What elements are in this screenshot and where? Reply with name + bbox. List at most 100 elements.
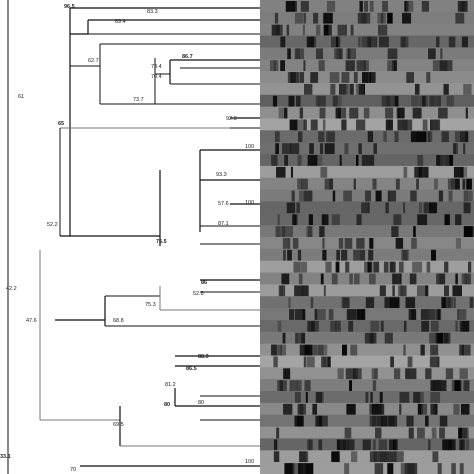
gel-band — [417, 214, 428, 226]
gel-lane — [260, 343, 474, 356]
gel-band — [379, 451, 388, 463]
gel-band — [416, 131, 427, 143]
gel-band — [287, 249, 292, 261]
gel-band — [313, 12, 319, 24]
gel-band — [408, 427, 414, 439]
gel-band — [278, 285, 284, 297]
gel-band — [296, 119, 306, 131]
gel-band — [387, 190, 397, 202]
gel-band — [297, 178, 303, 190]
gel-band — [405, 368, 411, 380]
gel-band — [425, 415, 429, 427]
gel-band — [290, 72, 296, 83]
gel-band — [353, 72, 358, 83]
gel-band — [325, 24, 332, 36]
gel-band — [393, 214, 402, 226]
gel-band — [336, 249, 340, 261]
gel-band — [406, 415, 414, 427]
gel-band — [430, 380, 433, 392]
gel-band — [301, 178, 308, 190]
gel-band — [369, 238, 374, 249]
gel-band — [294, 332, 302, 344]
gel-band — [403, 202, 406, 214]
gel-band — [300, 332, 306, 344]
gel-band — [284, 107, 288, 119]
gel-band — [272, 155, 278, 166]
gel-band — [369, 403, 372, 415]
gel-band — [423, 202, 431, 214]
gel-band — [296, 202, 300, 214]
gel-band — [457, 309, 467, 320]
gel-band — [331, 273, 338, 285]
gel-band — [428, 48, 436, 60]
gel-band — [346, 83, 349, 95]
node-label-n15: 100 — [245, 200, 254, 206]
gel-band — [431, 95, 440, 107]
gel-band — [461, 344, 471, 356]
gel-band — [308, 214, 313, 226]
gel-band — [404, 463, 415, 474]
node-label-n27: 81.2 — [165, 382, 176, 388]
gel-band — [271, 24, 280, 36]
gel-band — [298, 190, 306, 202]
gel-band — [379, 36, 389, 48]
gel-band — [395, 238, 404, 249]
gel-band — [284, 155, 289, 166]
gel-band — [455, 320, 458, 332]
gel-band — [307, 320, 315, 332]
gel-band — [447, 60, 453, 72]
gel-band — [281, 143, 292, 155]
gel-band — [288, 297, 291, 309]
gel-band — [276, 226, 281, 237]
gel-band — [377, 24, 388, 36]
gel-band — [327, 356, 331, 368]
gel-band — [335, 261, 340, 273]
node-label-n4: 62.7 — [88, 58, 99, 64]
gel-band — [460, 403, 470, 415]
gel-band — [428, 309, 436, 320]
gel-band — [375, 427, 382, 439]
gel-band — [411, 309, 417, 320]
gel-band — [362, 439, 371, 451]
node-labels: 96.5 83.3 69.4 62.7 86.7 73.4 70.4 73.7 92.3 65 61… — [0, 4, 254, 473]
gel-band — [432, 60, 440, 72]
gel-band — [320, 273, 324, 285]
gel-band — [399, 403, 402, 415]
node-label-n28: 80 — [164, 402, 170, 408]
gel-band — [356, 238, 365, 249]
node-label-n21: 52.8 — [193, 291, 204, 297]
gel-band — [346, 309, 357, 320]
gel-band — [403, 320, 407, 332]
gel-band — [344, 427, 352, 439]
gel-band — [297, 415, 303, 427]
gel-band — [411, 95, 419, 107]
gel-band — [306, 36, 315, 48]
gel-band — [426, 72, 431, 83]
gel-band — [403, 344, 406, 356]
gel-band — [459, 344, 464, 356]
gel-band — [282, 332, 286, 344]
gel-band — [468, 273, 472, 285]
dendrogram: 96.5 83.3 69.4 62.7 86.7 73.4 70.4 73.7 92.3 65 61… — [0, 0, 260, 474]
dendrogram-branches — [7, 0, 260, 474]
gel-band — [291, 190, 295, 202]
gel-band — [373, 451, 380, 463]
gel-band — [304, 380, 311, 392]
gel-band — [322, 119, 326, 131]
gel-band — [298, 273, 303, 285]
node-label-n10: 65 — [58, 121, 64, 127]
gel-band — [451, 178, 456, 190]
gel-band — [392, 285, 395, 297]
gel-band — [377, 12, 387, 24]
gel-band — [391, 226, 399, 237]
gel-band — [467, 261, 472, 273]
gel-band — [397, 119, 408, 131]
node-label-n8: 73.7 — [133, 97, 144, 103]
gel-band — [384, 332, 393, 344]
gel-band — [434, 178, 438, 190]
gel-band — [270, 60, 276, 72]
gel-band — [439, 427, 445, 439]
gel-band — [420, 166, 429, 178]
gel-band — [451, 178, 460, 190]
gel-band — [320, 166, 328, 178]
